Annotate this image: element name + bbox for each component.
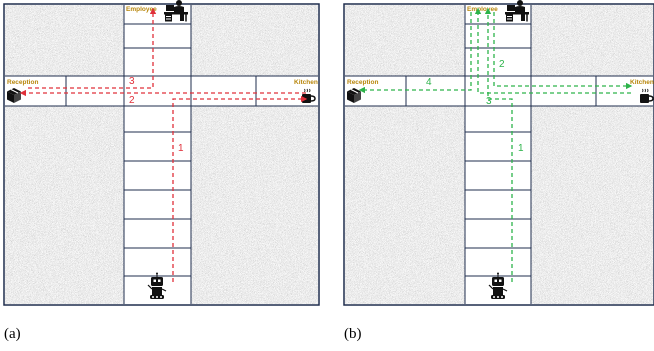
panel-b: Employee Reception Kitchen 1 2 3 4	[343, 0, 654, 306]
panel-b-block-bottom-left	[345, 106, 465, 304]
panel-a: Employee Reception Kitchen 1 2 3	[3, 0, 320, 306]
panel-b-corridor-grid	[345, 5, 653, 304]
panel-b-block-bottom-right	[531, 106, 653, 304]
panel-a-block-top-right	[191, 5, 318, 76]
panel-a-step-1: 1	[178, 143, 184, 154]
panel-a-reception-label: Reception	[7, 79, 38, 86]
panel-a-block-bottom-left	[5, 106, 124, 304]
panel-b-step-4: 4	[426, 77, 432, 88]
panel-a-caption: (a)	[4, 326, 21, 342]
panel-b-block-top-right	[531, 5, 653, 76]
panel-b-step-2: 2	[499, 59, 505, 70]
panel-b-step-3: 3	[486, 96, 492, 107]
panel-b-block-top-left	[345, 5, 465, 76]
panel-a-block-bottom-right	[191, 106, 318, 304]
panel-a-employee-label: Employee	[126, 6, 157, 13]
panel-b-employee-label: Employee	[467, 6, 498, 13]
panel-a-step-3: 3	[129, 76, 135, 87]
panel-a-block-top-left	[5, 5, 124, 76]
panel-b-kitchen-label: Kitchen	[630, 79, 654, 86]
panel-b-step-1: 1	[518, 143, 524, 154]
panel-a-path	[19, 7, 308, 282]
panel-a-step-2: 2	[129, 95, 135, 106]
panel-b-path	[358, 7, 633, 282]
panel-a-kitchen-label: Kitchen	[294, 79, 318, 86]
panel-a-corridor-grid	[5, 5, 318, 304]
panel-b-reception-label: Reception	[347, 79, 378, 86]
panel-b-caption: (b)	[344, 326, 362, 342]
